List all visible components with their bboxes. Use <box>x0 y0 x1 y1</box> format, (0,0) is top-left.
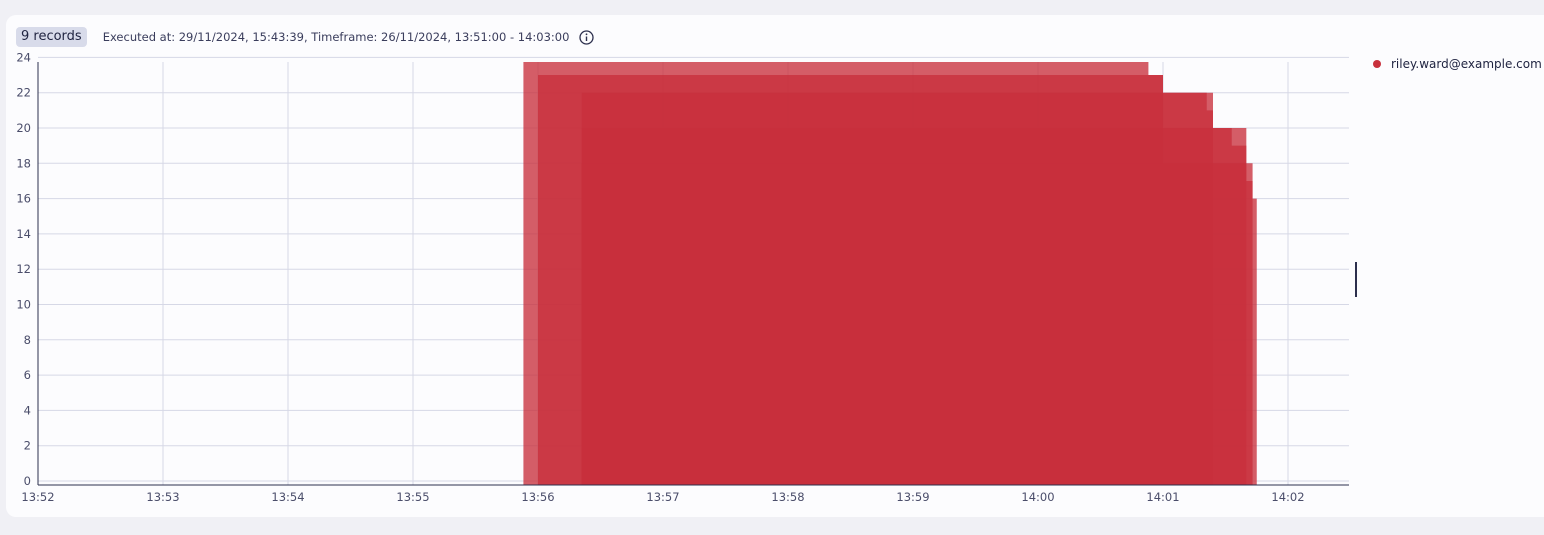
chart-resize-handle[interactable] <box>1355 262 1357 297</box>
y-tick-label: 6 <box>24 368 31 382</box>
y-tick-label: 0 <box>24 474 31 488</box>
y-tick-label: 16 <box>16 192 31 206</box>
y-tick-label: 10 <box>16 298 31 312</box>
y-tick-label: 14 <box>16 227 31 241</box>
x-tick-label: 13:54 <box>271 490 304 504</box>
y-tick-label: 12 <box>16 262 31 276</box>
x-tick-label: 14:02 <box>1271 490 1304 504</box>
x-tick-label: 13:58 <box>771 490 804 504</box>
y-tick-label: 4 <box>24 403 31 417</box>
y-tick-label: 20 <box>16 121 31 135</box>
y-tick-label: 2 <box>24 439 31 453</box>
execution-info-text: Executed at: 29/11/2024, 15:43:39, Timef… <box>102 30 570 44</box>
info-icon[interactable] <box>579 29 595 45</box>
y-tick-label: 8 <box>24 333 31 347</box>
x-tick-label: 13:52 <box>21 490 54 504</box>
chart-legend: riley.ward@example.com <box>1373 57 1542 71</box>
legend-label[interactable]: riley.ward@example.com <box>1391 57 1542 71</box>
legend-dot <box>1373 60 1381 68</box>
x-tick-label: 14:00 <box>1021 490 1054 504</box>
x-tick-label: 13:57 <box>646 490 679 504</box>
x-tick-label: 14:01 <box>1146 490 1179 504</box>
chart-series <box>523 62 1257 486</box>
y-tick-label: 24 <box>16 50 31 64</box>
x-tick-label: 13:59 <box>896 490 929 504</box>
x-tick-label: 13:55 <box>396 490 429 504</box>
x-tick-label: 13:53 <box>146 490 179 504</box>
records-count-badge: 9 records <box>16 27 87 47</box>
series-area[interactable] <box>581 163 1257 486</box>
x-tick-label: 13:56 <box>521 490 554 504</box>
y-tick-label: 22 <box>16 86 31 100</box>
chart-header: 9 records Executed at: 29/11/2024, 15:43… <box>16 27 595 47</box>
y-tick-label: 18 <box>16 156 31 170</box>
